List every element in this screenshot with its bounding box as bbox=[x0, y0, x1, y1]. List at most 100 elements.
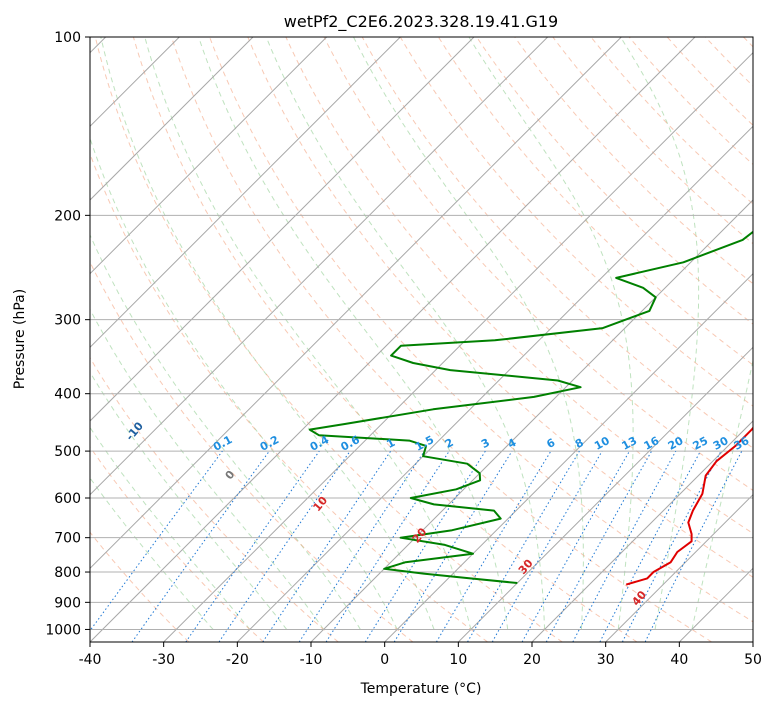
dry-adiabat-label: 0 bbox=[223, 468, 238, 482]
dry-adiabat-label: 10 bbox=[310, 494, 330, 514]
y-axis: 100 200 300 400 500 600 700 800 900 1000 bbox=[45, 30, 90, 638]
isotherm-line bbox=[752, 641, 753, 642]
x-tick-label: 40 bbox=[670, 652, 688, 668]
x-tick-label: 30 bbox=[597, 652, 615, 668]
x-axis: -40 -30 -20 -10 0 10 20 30 40 50 bbox=[79, 642, 762, 668]
plot-area: -100-90-80-70-60-50-40-30-20-10010203040… bbox=[90, 37, 753, 642]
x-axis-label: Temperature (°C) bbox=[360, 681, 482, 697]
mixing-ratio-line bbox=[262, 450, 392, 642]
isotherm-line bbox=[310, 199, 753, 642]
isotherms bbox=[90, 37, 753, 642]
mixing-ratio-label: 13 bbox=[620, 434, 640, 453]
isotherm-line bbox=[678, 567, 753, 642]
mixing-ratio-label: 2 bbox=[443, 436, 456, 451]
moist-adiabat-line bbox=[198, 37, 509, 630]
isotherm-line bbox=[90, 37, 254, 201]
y-tick-label: 700 bbox=[54, 531, 81, 547]
y-tick-label: 600 bbox=[54, 491, 81, 507]
x-tick-label: 0 bbox=[380, 652, 389, 668]
dry-adiabat-line bbox=[704, 37, 753, 87]
x-tick-label: -10 bbox=[300, 652, 323, 668]
mixing-ratio-line bbox=[90, 450, 223, 632]
mixing-ratio-line bbox=[393, 450, 513, 642]
moist-adiabat-line bbox=[265, 37, 546, 630]
dry-adiabat-line bbox=[590, 37, 753, 205]
dry-adiabat-label: 30 bbox=[516, 557, 536, 577]
moist-adiabat-line bbox=[620, 37, 700, 630]
y-tick-label: 500 bbox=[54, 444, 81, 460]
mixing-ratio-label: 6 bbox=[544, 436, 557, 451]
x-tick-label: -40 bbox=[79, 652, 102, 668]
isotherm-line bbox=[163, 51, 753, 642]
mixing-ratio-label: 25 bbox=[691, 434, 711, 453]
mixing-ratio-line bbox=[467, 450, 580, 642]
mixing-ratio-line bbox=[218, 450, 351, 642]
dry-adiabat-line bbox=[90, 356, 339, 642]
y-tick-label: 900 bbox=[54, 595, 81, 611]
mixing-ratio-line bbox=[435, 450, 552, 642]
x-tick-label: 50 bbox=[744, 652, 762, 668]
moist-adiabat-line bbox=[90, 426, 251, 630]
y-tick-label: 300 bbox=[54, 313, 81, 329]
y-tick-label: 200 bbox=[54, 208, 81, 224]
x-tick-label: 20 bbox=[523, 652, 541, 668]
isotherm-line bbox=[90, 37, 475, 422]
isotherm-line bbox=[457, 346, 753, 642]
dry-adiabat-line bbox=[90, 152, 488, 642]
y-tick-label: 800 bbox=[54, 565, 81, 581]
moist-adiabat-line bbox=[90, 233, 361, 630]
mixing-ratio-lines bbox=[90, 450, 743, 642]
isotherm-line bbox=[531, 420, 753, 642]
x-tick-label: -20 bbox=[226, 652, 249, 668]
mixing-ratio-label: 36 bbox=[732, 434, 752, 453]
moist-adiabat-line bbox=[353, 37, 584, 630]
dry-adiabats bbox=[90, 37, 753, 642]
moist-adiabat-line bbox=[468, 37, 634, 630]
mixing-ratio-label: 1 bbox=[384, 436, 397, 451]
isotherm-line bbox=[384, 272, 753, 642]
x-tick-label: 10 bbox=[449, 652, 467, 668]
isotherm-line bbox=[605, 493, 753, 642]
moist-adiabat-line bbox=[90, 477, 214, 630]
dewpoint-line bbox=[308, 230, 753, 584]
isotherm-line bbox=[90, 37, 401, 349]
mixing-ratio-line bbox=[572, 450, 677, 642]
dry-adiabat-label: -10 bbox=[123, 419, 146, 443]
mixing-ratio-label: 3 bbox=[479, 436, 492, 451]
dry-adiabat-line bbox=[361, 37, 753, 449]
mixing-ratio-line bbox=[644, 450, 743, 642]
moist-adiabat-line bbox=[100, 37, 435, 630]
isotherm-line bbox=[236, 125, 753, 642]
chart-title: wetPf2_C2E6.2023.328.19.41.G19 bbox=[284, 12, 558, 32]
dry-adiabat-label: 40 bbox=[629, 588, 649, 608]
dry-adiabat-line bbox=[171, 37, 712, 642]
y-tick-label: 400 bbox=[54, 387, 81, 403]
plot-frame bbox=[89, 36, 754, 643]
moist-adiabat-line bbox=[691, 358, 753, 630]
isotherm-line bbox=[90, 37, 549, 496]
dry-adiabat-line bbox=[247, 37, 753, 578]
dry-adiabat-line bbox=[743, 37, 753, 48]
mixing-ratio-label: 4 bbox=[506, 436, 519, 451]
mixing-ratio-line bbox=[131, 450, 270, 642]
dry-adiabat-line bbox=[552, 37, 753, 245]
dry-adiabat-line bbox=[437, 37, 753, 366]
mixing-ratio-line bbox=[325, 450, 450, 642]
temperature-line bbox=[625, 426, 753, 586]
dry-adiabat-line bbox=[132, 37, 638, 642]
mixing-ratio-line bbox=[545, 450, 653, 642]
dry-adiabat-line bbox=[90, 260, 414, 642]
dry-adiabat-line bbox=[514, 37, 753, 285]
dry-adiabat-line bbox=[209, 37, 753, 623]
dry-adiabat-line bbox=[666, 37, 753, 126]
mixing-ratio-line bbox=[521, 450, 630, 642]
y-tick-label: 100 bbox=[54, 30, 81, 46]
mixing-ratio-label: 20 bbox=[666, 434, 686, 453]
sounding-profiles bbox=[308, 230, 753, 586]
dry-adiabat-line bbox=[90, 531, 190, 642]
mixing-ratio-line bbox=[185, 450, 320, 642]
isotherm-line bbox=[90, 37, 622, 570]
isobar-gridlines bbox=[90, 37, 753, 630]
